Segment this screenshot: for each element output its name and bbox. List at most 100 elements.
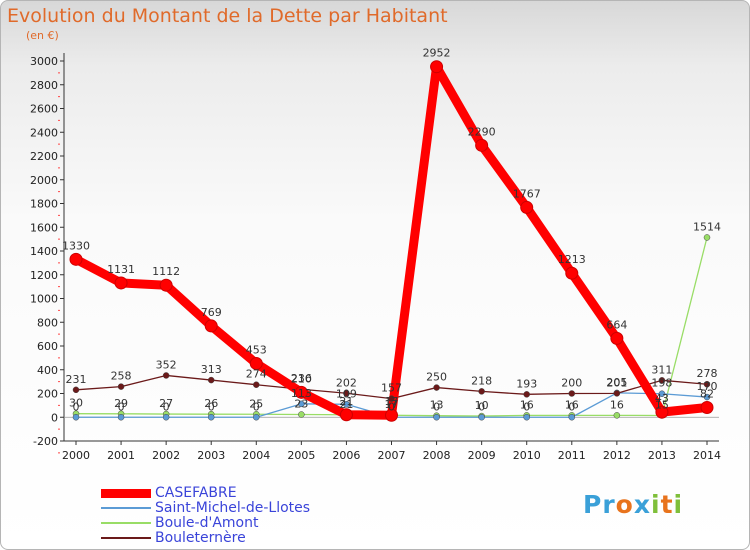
data-label: 210 xyxy=(291,372,312,385)
data-point xyxy=(478,414,485,421)
data-point xyxy=(520,200,534,214)
data-point xyxy=(565,266,579,280)
legend-swatch-boule-damont xyxy=(101,522,151,524)
x-tick-label: 2010 xyxy=(513,449,541,462)
data-point xyxy=(658,390,666,397)
data-point xyxy=(385,408,398,422)
x-tick-label: 2012 xyxy=(603,449,631,462)
y-tick-label: 1600 xyxy=(30,221,58,234)
data-label: 250 xyxy=(426,371,447,384)
data-label: 15 xyxy=(655,398,669,411)
data-point xyxy=(613,412,621,419)
data-label: 27 xyxy=(159,397,173,410)
data-label: 1767 xyxy=(513,187,541,200)
proxiti-logo: Proxiti xyxy=(583,490,684,519)
data-label: 193 xyxy=(516,377,537,390)
data-label: 1112 xyxy=(152,265,180,278)
data-label: 236 xyxy=(291,372,312,385)
legend-item-casefabre: CASEFABRE xyxy=(101,486,361,501)
data-label: 202 xyxy=(336,376,357,389)
axes: -200020040060080010001200140016001800200… xyxy=(30,53,721,462)
data-label: 218 xyxy=(471,374,492,387)
y-tick-label: 3000 xyxy=(30,55,58,68)
x-tick-label: 2000 xyxy=(62,449,90,462)
data-point xyxy=(475,138,489,152)
data-point xyxy=(162,414,170,421)
data-label: 0 xyxy=(208,400,215,413)
x-tick-label: 2005 xyxy=(287,449,315,462)
x-tick-label: 2009 xyxy=(468,449,496,462)
y-tick-label: 2400 xyxy=(30,126,58,139)
y-tick-label: 1800 xyxy=(30,198,58,211)
legend: CASEFABRE Saint-Michel-de-Llotes Boule-d… xyxy=(101,486,361,546)
y-tick-label: 1000 xyxy=(30,293,58,306)
data-label: 278 xyxy=(697,367,718,380)
data-point xyxy=(523,391,530,398)
y-tick-label: 2600 xyxy=(30,103,58,116)
data-point xyxy=(700,401,714,415)
data-point xyxy=(478,388,485,395)
data-label: 2290 xyxy=(468,125,496,138)
data-point xyxy=(655,405,669,419)
data-point xyxy=(343,401,350,408)
data-point xyxy=(339,408,353,422)
data-point xyxy=(117,414,125,421)
data-point xyxy=(253,381,260,388)
y-tick-label: 0 xyxy=(51,411,58,424)
data-label: 231 xyxy=(66,373,87,386)
data-point xyxy=(430,60,444,74)
data-label: 769 xyxy=(201,306,222,319)
data-label: 311 xyxy=(651,363,672,376)
data-point xyxy=(388,395,395,402)
data-label: 0 xyxy=(568,400,575,413)
data-point xyxy=(72,386,80,394)
data-label: 17 xyxy=(385,398,399,411)
y-tick-label: 2000 xyxy=(30,174,58,187)
data-label: 0 xyxy=(388,400,395,413)
data-label: 26 xyxy=(204,397,218,410)
legend-label-casefabre: CASEFABRE xyxy=(155,485,237,501)
data-label: 21 xyxy=(339,398,353,411)
x-tick-label: 2013 xyxy=(648,449,676,462)
data-label: 0 xyxy=(433,400,440,413)
data-label: 0 xyxy=(523,400,530,413)
chart-unit: (en €) xyxy=(26,29,59,42)
data-point xyxy=(253,414,260,421)
data-label: 201 xyxy=(606,376,627,389)
data-label: 1131 xyxy=(107,263,135,276)
data-label: 82 xyxy=(700,388,714,401)
data-point xyxy=(117,383,125,390)
legend-swatch-bouleternere xyxy=(101,537,151,539)
x-tick-label: 2011 xyxy=(558,449,586,462)
data-point xyxy=(703,234,711,241)
data-label: 0 xyxy=(253,400,260,413)
data-label: 16 xyxy=(520,398,534,411)
data-label: 453 xyxy=(246,343,267,356)
data-point xyxy=(523,414,530,421)
y-tick-label: 400 xyxy=(37,364,58,377)
x-tick-label: 2008 xyxy=(423,449,451,462)
data-label: 0 xyxy=(118,400,125,413)
data-point xyxy=(568,414,576,421)
y-tick-label: 600 xyxy=(37,340,58,353)
data-point xyxy=(703,380,711,388)
data-label: 25 xyxy=(249,397,263,410)
data-point xyxy=(294,385,308,399)
data-label: 21 xyxy=(339,395,353,408)
legend-label-bouleternere: Bouleternère xyxy=(155,530,246,546)
x-tick-label: 2001 xyxy=(107,449,135,462)
data-label: 2952 xyxy=(423,47,451,60)
data-label: 0 xyxy=(478,400,485,413)
legend-label-saint-michel: Saint-Michel-de-Llotes xyxy=(155,500,311,516)
data-label: 16 xyxy=(565,398,579,411)
data-point xyxy=(298,400,305,408)
data-label: 1213 xyxy=(558,253,586,266)
data-label: 30 xyxy=(69,397,83,410)
data-point xyxy=(568,390,576,397)
legend-swatch-saint-michel xyxy=(101,507,151,509)
data-point xyxy=(343,390,350,397)
data-label: 205 xyxy=(606,376,627,389)
data-point xyxy=(72,414,80,421)
data-point xyxy=(207,376,215,384)
